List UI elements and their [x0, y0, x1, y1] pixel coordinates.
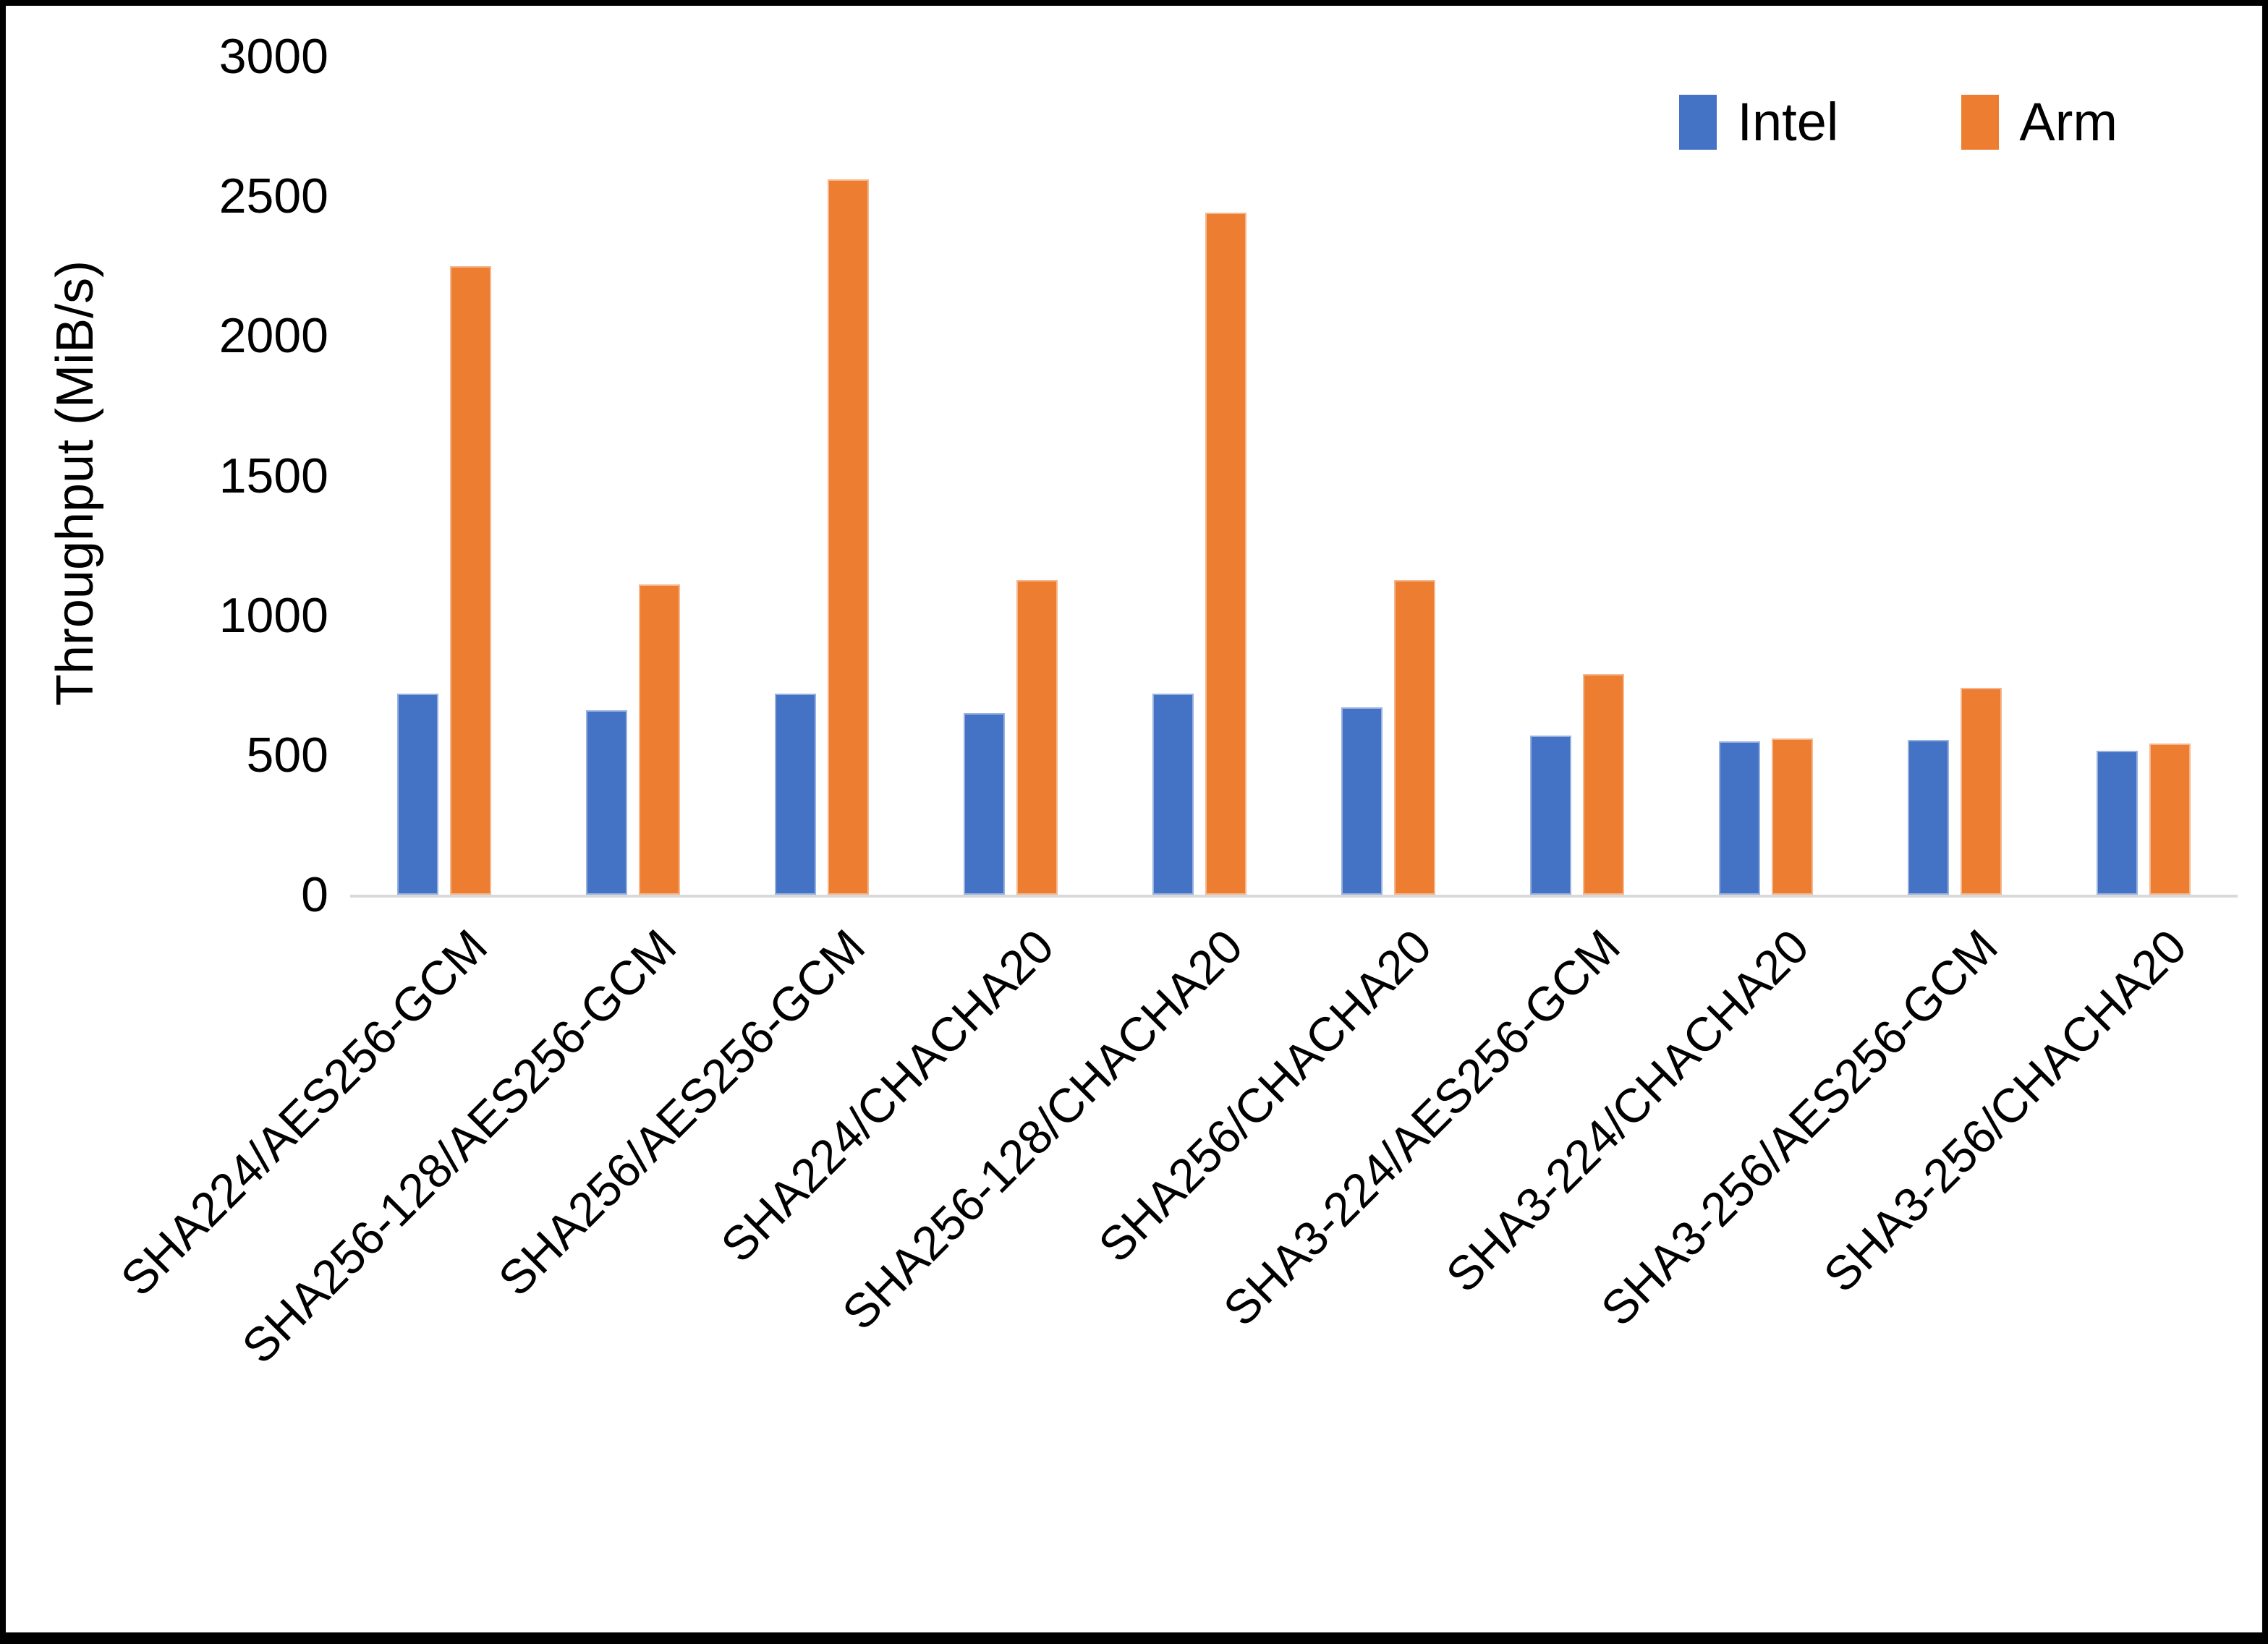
- bar-arm-1: [450, 265, 492, 895]
- legend-label-arm: Arm: [2019, 92, 2118, 152]
- y-tick-label: 0: [301, 867, 328, 922]
- bar-arm-10: [2149, 744, 2191, 895]
- x-axis-line: [350, 895, 2238, 898]
- x-category-label: SHA224/CHACHA20: [710, 919, 1064, 1272]
- bar-intel-8: [1718, 741, 1760, 895]
- arm-series-swatch-icon: [1961, 94, 2000, 150]
- x-category-label: SHA3-256/CHACHA20: [1813, 919, 2196, 1303]
- legend-label-intel: Intel: [1737, 92, 1839, 152]
- x-category-label: SHA3-224/CHACHA20: [1435, 919, 1819, 1303]
- bar-arm-8: [1771, 738, 1813, 895]
- chart-canvas: Throughput (MiB/s) 0 500 1000 1500 2000 2500 3…: [6, 6, 2262, 1632]
- y-tick-label: 500: [246, 727, 328, 783]
- bar-intel-3: [775, 693, 817, 895]
- y-tick-label: 3000: [218, 29, 328, 84]
- y-tick-label: 1500: [218, 448, 328, 503]
- x-category-label: SHA256/AES256-GCM: [488, 919, 875, 1306]
- bar-intel-4: [964, 712, 1006, 895]
- y-tick-label: 2500: [218, 169, 328, 224]
- x-category-label: SHA3-256/AES256-GCM: [1590, 919, 2008, 1336]
- bar-intel-9: [1907, 739, 1949, 895]
- y-tick-label: 2000: [218, 308, 328, 364]
- bar-arm-9: [1960, 688, 2002, 895]
- bar-intel-5: [1152, 693, 1194, 895]
- bar-arm-3: [828, 179, 870, 895]
- bar-intel-1: [397, 693, 439, 895]
- bar-arm-4: [1016, 580, 1058, 895]
- x-category-label: SHA224/AES256-GCM: [110, 919, 498, 1306]
- x-category-label: SHA3-224/AES256-GCM: [1212, 919, 1630, 1336]
- bar-arm-6: [1393, 580, 1435, 895]
- x-category-label: SHA256/CHACHA20: [1087, 919, 1441, 1272]
- x-category-label: SHA256-128/CHACHA20: [831, 919, 1253, 1340]
- intel-series-swatch-icon: [1679, 94, 1717, 150]
- bar-intel-10: [2096, 751, 2138, 895]
- bar-intel-2: [586, 710, 628, 895]
- bar-arm-5: [1205, 213, 1247, 895]
- y-tick-label: 1000: [218, 587, 328, 643]
- bar-arm-2: [639, 584, 681, 895]
- bar-intel-6: [1341, 707, 1383, 895]
- legend-item-intel: Intel: [1679, 91, 1838, 153]
- bar-intel-7: [1529, 735, 1571, 895]
- bar-arm-7: [1582, 673, 1624, 895]
- legend-item-arm: Arm: [1961, 91, 2118, 153]
- legend: Intel Arm: [1679, 91, 2118, 153]
